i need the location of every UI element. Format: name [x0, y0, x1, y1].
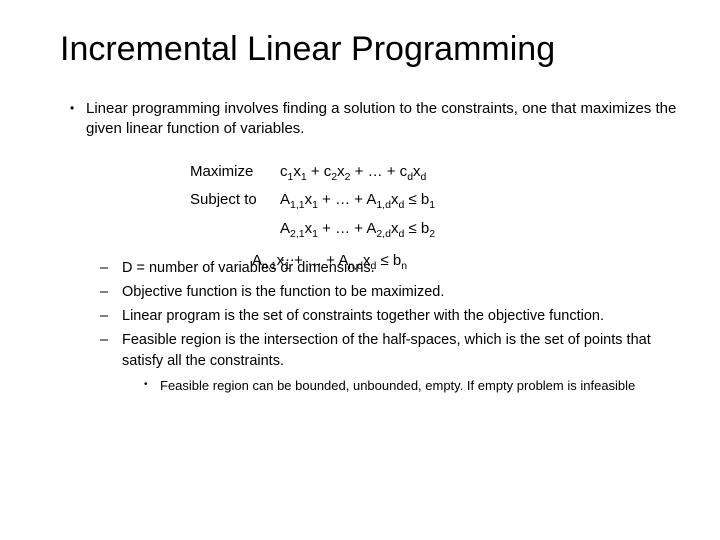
dash-icon: –: [100, 330, 122, 350]
constraint-2: A2,1x1 + … + A2,dxd ≤ b2: [280, 215, 680, 244]
slide-body: • Linear programming involves finding a …: [40, 99, 680, 395]
bullet-icon: •: [70, 99, 86, 118]
subsub-text: Feasible region can be bounded, unbounde…: [160, 377, 680, 395]
subject-label: Subject to: [190, 186, 280, 215]
constraint-1: A1,1x1 + … + A1,dxd ≤ b1: [280, 186, 680, 215]
dash-icon: –: [100, 282, 122, 302]
sub-bullet-3-text: Linear program is the set of constraints…: [122, 306, 680, 326]
subject-row-2: A2,1x1 + … + A2,dxd ≤ b2: [190, 215, 680, 244]
sub-bullet-list: – D = number of variables or dimensions.…: [100, 258, 680, 371]
subject-row-1: Subject to A1,1x1 + … + A1,dxd ≤ b1: [190, 186, 680, 215]
bullet-intro: • Linear programming involves finding a …: [70, 99, 680, 140]
sub-bullet-4-text: Feasible region is the intersection of t…: [122, 330, 680, 371]
sub-bullet-2-text: Objective function is the function to be…: [122, 282, 680, 302]
maximize-row: Maximize c1x1 + c2x2 + … + cdxd: [190, 158, 680, 187]
sub-bullet-3: – Linear program is the set of constrain…: [100, 306, 680, 326]
constraint-n: An,1x1 + … + An,dxd ≤ bn: [252, 250, 407, 271]
dash-icon: –: [100, 306, 122, 326]
dash-icon: –: [100, 258, 122, 278]
slide-title: Incremental Linear Programming: [60, 30, 680, 69]
bullet-icon: •: [144, 377, 160, 393]
slide: Incremental Linear Programming • Linear …: [0, 0, 720, 540]
subsub-bullet: • Feasible region can be bounded, unboun…: [144, 377, 680, 395]
sub-bullet-1: – D = number of variables or dimensions.…: [100, 258, 680, 278]
sub-bullet-4: – Feasible region is the intersection of…: [100, 330, 680, 371]
intro-text: Linear programming involves finding a so…: [86, 99, 680, 140]
maximize-label: Maximize: [190, 158, 280, 187]
maximize-expr: c1x1 + c2x2 + … + cdxd: [280, 158, 680, 187]
sub-bullet-2: – Objective function is the function to …: [100, 282, 680, 302]
overlap-region: – D = number of variables or dimensions.…: [40, 258, 680, 395]
